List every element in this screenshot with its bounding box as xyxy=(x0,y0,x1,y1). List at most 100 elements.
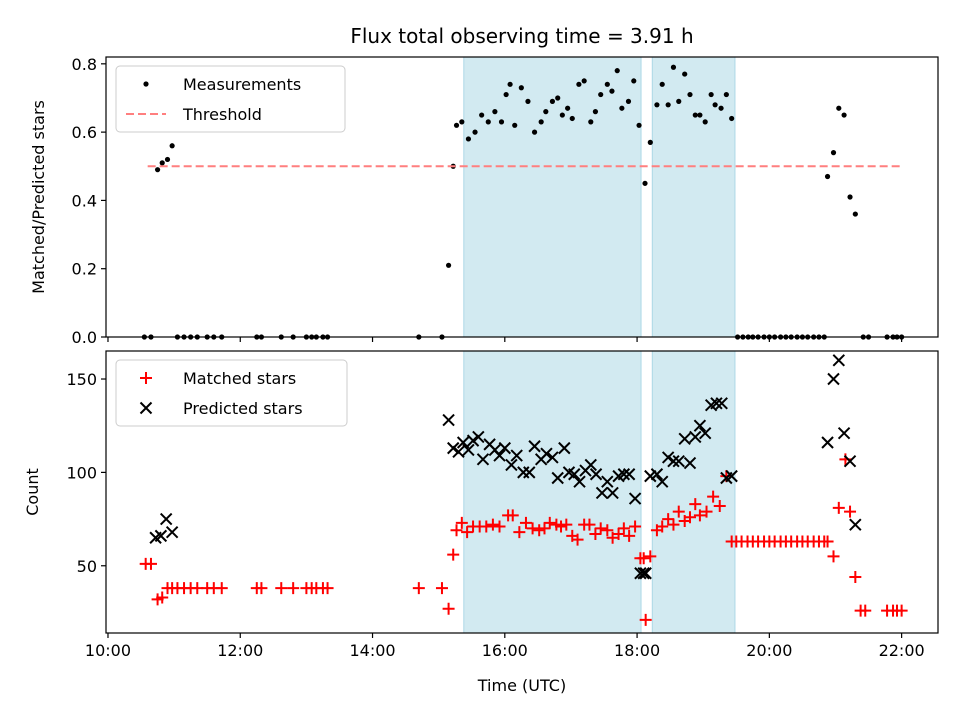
data-point xyxy=(513,526,526,539)
data-point xyxy=(895,604,908,617)
data-point xyxy=(718,105,724,111)
data-point xyxy=(525,98,531,104)
data-point xyxy=(569,115,575,122)
data-point xyxy=(683,511,696,524)
data-point xyxy=(543,516,556,529)
legend-label: Threshold xyxy=(182,105,262,124)
data-point xyxy=(447,548,460,561)
legend-label: Measurements xyxy=(183,75,301,94)
series-predicted-stars xyxy=(149,354,862,580)
data-point xyxy=(612,528,625,541)
data-point xyxy=(505,458,518,472)
data-point xyxy=(518,85,524,91)
legend-box xyxy=(115,65,346,133)
data-point xyxy=(637,567,650,580)
data-point xyxy=(479,112,485,118)
data-point xyxy=(445,262,452,268)
data-point xyxy=(503,91,509,98)
data-point xyxy=(555,520,568,533)
data-point xyxy=(412,582,425,595)
data-point xyxy=(642,180,648,186)
data-point xyxy=(493,520,506,533)
panel-bottom: 10:00 12:00 14:00 16:00 18:00 20:00 22:00 50 100… xyxy=(23,350,939,660)
data-point xyxy=(667,454,680,468)
data-point xyxy=(472,129,478,135)
data-point xyxy=(670,64,677,70)
data-point xyxy=(169,143,175,149)
y-tick-label: 50 xyxy=(77,557,97,576)
data-point xyxy=(849,518,862,531)
data-point xyxy=(589,528,602,541)
data-point xyxy=(715,397,728,410)
x-tick-label: 14:00 xyxy=(349,641,395,660)
x-tick-label: 10:00 xyxy=(85,641,131,660)
data-point xyxy=(549,98,556,104)
data-point xyxy=(165,525,179,539)
data-point xyxy=(588,119,594,125)
data-point xyxy=(661,451,675,464)
x-axis-label: Time (UTC) xyxy=(477,676,566,695)
legend-label: Predicted stars xyxy=(183,399,303,418)
data-point xyxy=(462,443,475,457)
data-point xyxy=(827,372,840,386)
data-point xyxy=(692,112,698,118)
data-point xyxy=(435,582,448,595)
data-point xyxy=(465,136,472,142)
data-point xyxy=(156,591,169,604)
legend-label: Matched stars xyxy=(183,369,296,388)
data-point xyxy=(841,112,847,118)
data-point xyxy=(700,505,713,518)
data-point xyxy=(506,509,519,522)
data-point xyxy=(609,88,615,94)
legend-marker xyxy=(139,401,153,415)
data-point xyxy=(455,516,468,529)
data-point xyxy=(456,436,470,449)
data-point xyxy=(667,518,680,531)
data-point xyxy=(614,68,620,74)
data-point xyxy=(447,441,460,455)
data-point xyxy=(712,102,718,108)
x-tick-label: 12:00 xyxy=(217,641,263,660)
data-point xyxy=(628,492,642,505)
data-point xyxy=(654,102,660,108)
data-point xyxy=(601,524,614,537)
chart-title: Flux total observing time = 3.91 h xyxy=(350,24,693,48)
data-point xyxy=(592,109,599,115)
x-tick-label: 20:00 xyxy=(746,641,792,660)
data-point xyxy=(540,447,553,460)
data-point xyxy=(634,567,647,580)
data-point xyxy=(559,112,565,118)
data-point xyxy=(584,458,597,472)
y-tick-label: 0.2 xyxy=(72,260,97,279)
data-point xyxy=(631,78,637,84)
data-point xyxy=(598,91,604,98)
data-point xyxy=(523,466,536,479)
data-point xyxy=(472,430,485,444)
data-point xyxy=(707,490,720,503)
data-point xyxy=(154,167,161,173)
data-point xyxy=(144,557,157,570)
data-point xyxy=(459,119,465,125)
data-point xyxy=(450,524,463,537)
data-point xyxy=(824,173,831,180)
data-point xyxy=(659,81,665,87)
data-point xyxy=(647,139,653,145)
y-tick-label: 150 xyxy=(66,370,97,389)
y-axis-label: Count xyxy=(23,468,42,516)
data-point xyxy=(617,522,630,535)
legend: Matched stars Predicted stars xyxy=(115,359,348,427)
data-point xyxy=(852,211,858,217)
data-point xyxy=(687,91,693,98)
data-point xyxy=(656,520,669,533)
data-point xyxy=(255,582,268,595)
data-point xyxy=(442,602,455,615)
y-tick-label: 100 xyxy=(66,463,97,482)
data-point xyxy=(821,535,834,548)
y-tick-label: 0.6 xyxy=(72,123,97,142)
data-point xyxy=(594,522,607,535)
legend-marker xyxy=(140,372,152,384)
data-point xyxy=(287,582,300,595)
data-point xyxy=(698,426,712,440)
x-tick-label: 18:00 xyxy=(614,641,660,660)
